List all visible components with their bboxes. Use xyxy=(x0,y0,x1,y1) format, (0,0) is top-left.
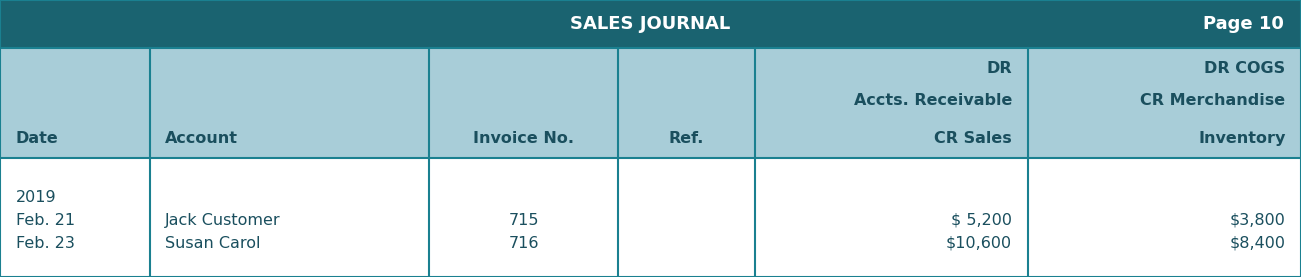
Text: Susan Carol: Susan Carol xyxy=(165,236,260,251)
Text: Inventory: Inventory xyxy=(1198,131,1285,146)
Text: Feb. 21: Feb. 21 xyxy=(16,213,74,228)
Text: Account: Account xyxy=(165,131,238,146)
Text: Date: Date xyxy=(16,131,59,146)
FancyBboxPatch shape xyxy=(0,0,1301,48)
Text: Page 10: Page 10 xyxy=(1203,15,1284,33)
Text: Accts. Receivable: Accts. Receivable xyxy=(853,94,1012,109)
Text: CR Sales: CR Sales xyxy=(934,131,1012,146)
Text: $10,600: $10,600 xyxy=(946,236,1012,251)
Text: Jack Customer: Jack Customer xyxy=(165,213,281,228)
Text: DR: DR xyxy=(986,61,1012,76)
Text: SALES JOURNAL: SALES JOURNAL xyxy=(570,15,731,33)
Text: CR Merchandise: CR Merchandise xyxy=(1140,94,1285,109)
Text: Feb. 23: Feb. 23 xyxy=(16,236,74,251)
Text: $ 5,200: $ 5,200 xyxy=(951,213,1012,228)
Text: $3,800: $3,800 xyxy=(1229,213,1285,228)
Text: 715: 715 xyxy=(509,213,539,228)
FancyBboxPatch shape xyxy=(0,158,1301,277)
Text: Invoice No.: Invoice No. xyxy=(474,131,574,146)
FancyBboxPatch shape xyxy=(0,48,1301,158)
Text: 716: 716 xyxy=(509,236,539,251)
Text: Ref.: Ref. xyxy=(669,131,704,146)
Text: $8,400: $8,400 xyxy=(1229,236,1285,251)
Text: 2019: 2019 xyxy=(16,190,56,205)
Text: DR COGS: DR COGS xyxy=(1205,61,1285,76)
